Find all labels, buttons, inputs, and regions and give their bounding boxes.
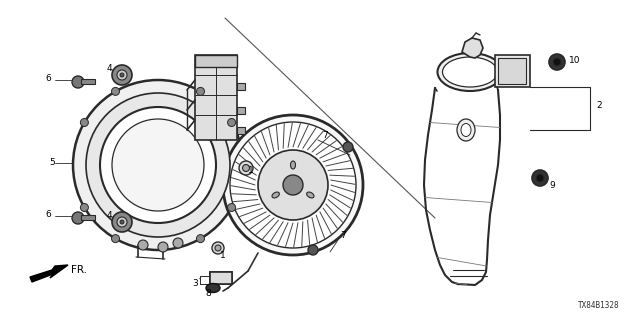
Circle shape xyxy=(111,235,120,243)
Text: 3: 3 xyxy=(192,279,198,289)
Circle shape xyxy=(549,54,565,70)
Bar xyxy=(81,215,95,220)
Bar xyxy=(195,55,237,140)
Text: 2: 2 xyxy=(596,100,602,109)
Circle shape xyxy=(73,80,243,250)
Circle shape xyxy=(173,238,183,248)
Circle shape xyxy=(215,245,221,251)
Bar xyxy=(210,272,232,284)
Text: 6: 6 xyxy=(45,74,51,83)
Text: FR.: FR. xyxy=(71,265,87,275)
Text: 9: 9 xyxy=(549,180,555,189)
Circle shape xyxy=(228,204,236,212)
Text: 5: 5 xyxy=(49,157,55,166)
Circle shape xyxy=(258,150,328,220)
Ellipse shape xyxy=(457,119,475,141)
Polygon shape xyxy=(462,38,483,58)
Circle shape xyxy=(532,170,548,186)
Circle shape xyxy=(228,118,236,126)
Circle shape xyxy=(112,65,132,85)
Bar xyxy=(195,55,237,67)
Ellipse shape xyxy=(461,124,471,137)
Circle shape xyxy=(158,242,168,252)
Ellipse shape xyxy=(291,161,296,169)
Circle shape xyxy=(230,122,356,248)
Circle shape xyxy=(308,245,318,255)
Circle shape xyxy=(243,164,250,172)
Circle shape xyxy=(212,242,224,254)
Circle shape xyxy=(283,175,303,195)
Ellipse shape xyxy=(206,284,220,292)
Circle shape xyxy=(239,161,253,175)
Text: 8: 8 xyxy=(205,290,211,299)
Ellipse shape xyxy=(438,53,502,91)
Circle shape xyxy=(86,93,230,237)
Text: 1: 1 xyxy=(220,251,226,260)
Text: TX84B1328: TX84B1328 xyxy=(579,301,620,310)
Circle shape xyxy=(196,235,205,243)
Text: 7: 7 xyxy=(340,230,346,239)
Circle shape xyxy=(72,76,84,88)
Text: 4: 4 xyxy=(107,63,113,73)
Circle shape xyxy=(117,217,127,227)
Circle shape xyxy=(81,118,88,126)
Circle shape xyxy=(117,70,127,80)
Text: 10: 10 xyxy=(569,55,580,65)
Polygon shape xyxy=(30,265,68,282)
Bar xyxy=(498,58,526,84)
Circle shape xyxy=(343,142,353,152)
Circle shape xyxy=(553,58,561,66)
Circle shape xyxy=(138,240,148,250)
Bar xyxy=(237,127,245,134)
Circle shape xyxy=(112,119,204,211)
Circle shape xyxy=(100,107,216,223)
Circle shape xyxy=(536,174,544,182)
Bar xyxy=(237,83,245,90)
Circle shape xyxy=(81,204,88,212)
Circle shape xyxy=(120,73,124,77)
Ellipse shape xyxy=(442,57,497,87)
Circle shape xyxy=(120,220,124,224)
Circle shape xyxy=(111,87,120,95)
Text: 7: 7 xyxy=(322,131,328,140)
Circle shape xyxy=(223,115,363,255)
Circle shape xyxy=(112,212,132,232)
Text: 6: 6 xyxy=(45,210,51,219)
Bar xyxy=(237,107,245,114)
Circle shape xyxy=(196,87,205,95)
Ellipse shape xyxy=(307,192,314,198)
Text: 1: 1 xyxy=(248,165,253,174)
Bar xyxy=(81,79,95,84)
Bar xyxy=(210,272,232,284)
Circle shape xyxy=(72,212,84,224)
Bar xyxy=(495,55,530,87)
Ellipse shape xyxy=(272,192,280,198)
Text: 4: 4 xyxy=(107,211,113,220)
